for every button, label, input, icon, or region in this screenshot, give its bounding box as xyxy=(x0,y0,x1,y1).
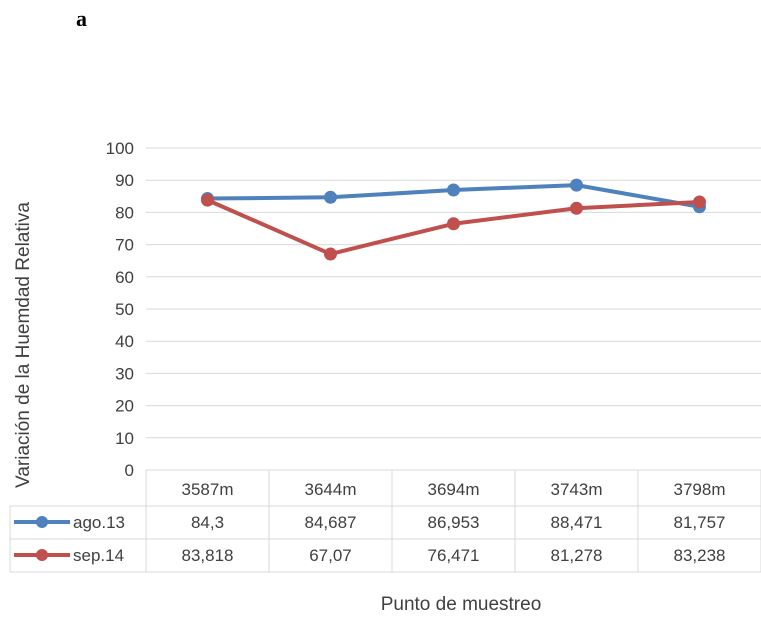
data-table: 3587m 3644m 3694m 3743m 3798m ago.13 84,3 84,68… xyxy=(9,469,761,573)
x-tick-label: 3644m xyxy=(305,480,357,499)
data-point xyxy=(570,178,583,192)
x-tick-label: 3694m xyxy=(428,480,480,499)
data-label: 83,238 xyxy=(674,546,726,565)
panel-letter: a xyxy=(76,6,87,31)
y-tick-label: 50 xyxy=(115,300,134,319)
data-label: 81,278 xyxy=(551,546,603,565)
x-tick-label: 3798m xyxy=(674,480,726,499)
x-tick-label: 3743m xyxy=(551,480,603,499)
data-point xyxy=(447,183,460,197)
y-tick-labels: 0 10 20 30 40 50 60 70 80 90 100 xyxy=(106,139,134,480)
y-tick-label: 20 xyxy=(115,397,134,416)
y-tick-label: 60 xyxy=(115,268,134,287)
y-tick-label: 100 xyxy=(106,139,134,158)
data-label: 88,471 xyxy=(551,513,603,532)
x-tick-label: 3587m xyxy=(182,480,234,499)
y-tick-label: 90 xyxy=(115,171,134,190)
data-point xyxy=(324,247,337,261)
data-label: 84,3 xyxy=(191,513,224,532)
series-lines xyxy=(201,178,706,261)
legend-key-marker xyxy=(36,516,48,528)
legend-label: ago.13 xyxy=(73,513,125,532)
data-label: 84,687 xyxy=(305,513,357,532)
data-label: 67,07 xyxy=(309,546,352,565)
y-tick-label: 0 xyxy=(125,461,134,480)
data-label: 76,471 xyxy=(428,546,480,565)
data-label: 83,818 xyxy=(182,546,234,565)
data-label: 86,953 xyxy=(428,513,480,532)
x-axis-label: Punto de muestreo xyxy=(380,594,542,615)
y-tick-label: 30 xyxy=(115,364,134,383)
data-point xyxy=(324,190,337,204)
data-point xyxy=(693,195,706,209)
y-tick-label: 70 xyxy=(115,236,134,255)
y-tick-label: 80 xyxy=(115,203,134,222)
gridlines xyxy=(146,147,761,439)
legend-key-marker xyxy=(36,549,48,561)
data-point xyxy=(447,217,460,231)
data-label: 81,757 xyxy=(674,513,726,532)
y-tick-label: 40 xyxy=(115,332,134,351)
y-tick-label: 10 xyxy=(115,429,134,448)
data-point xyxy=(201,193,214,207)
legend-label: sep.14 xyxy=(73,546,124,565)
data-point xyxy=(570,201,583,215)
